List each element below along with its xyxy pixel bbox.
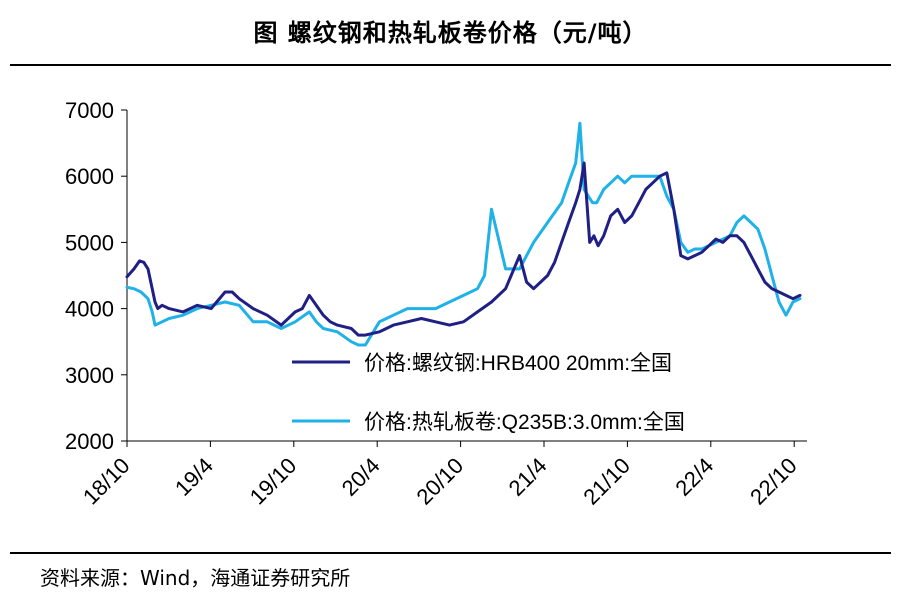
x-tick-label: 19/10 bbox=[245, 453, 302, 510]
x-tick-label: 22/4 bbox=[670, 453, 718, 501]
top-divider bbox=[10, 64, 891, 66]
chart-axes: 2000 3000 4000 5000 6000 7000 18/10 19/4 19/10 20… bbox=[65, 98, 807, 509]
source-note: 资料来源：Wind，海通证券研究所 bbox=[40, 566, 351, 590]
y-tick-label: 3000 bbox=[65, 363, 114, 388]
series-line-rebar bbox=[125, 161, 802, 337]
x-tick-label: 21/10 bbox=[578, 453, 635, 510]
legend-label: 价格:热轧板卷:Q235B:3.0mm:全国 bbox=[364, 411, 685, 434]
chart-title: 图 螺纹钢和热轧板卷价格（元/吨） bbox=[253, 19, 648, 47]
bottom-divider bbox=[10, 552, 891, 554]
y-tick-label: 2000 bbox=[65, 429, 114, 454]
x-tick-label: 19/4 bbox=[170, 453, 218, 501]
y-tick-label: 7000 bbox=[65, 98, 114, 123]
x-tick-label: 20/4 bbox=[337, 453, 385, 501]
y-tick-label: 5000 bbox=[65, 230, 114, 255]
x-tick-label: 21/4 bbox=[504, 453, 552, 501]
x-tick-label: 18/10 bbox=[78, 453, 135, 510]
chart-series bbox=[125, 121, 802, 347]
y-tick-label: 6000 bbox=[65, 164, 114, 189]
x-tick-label: 22/10 bbox=[745, 453, 802, 510]
series-line-hot-rolled bbox=[125, 121, 802, 347]
legend-label: 价格:螺纹钢:HRB400 20mm:全国 bbox=[364, 352, 672, 375]
y-tick-label: 4000 bbox=[65, 297, 114, 322]
chart-legend: 价格:螺纹钢:HRB400 20mm:全国价格:热轧板卷:Q235B:3.0mm… bbox=[292, 352, 685, 434]
x-tick-label: 20/10 bbox=[412, 453, 469, 510]
